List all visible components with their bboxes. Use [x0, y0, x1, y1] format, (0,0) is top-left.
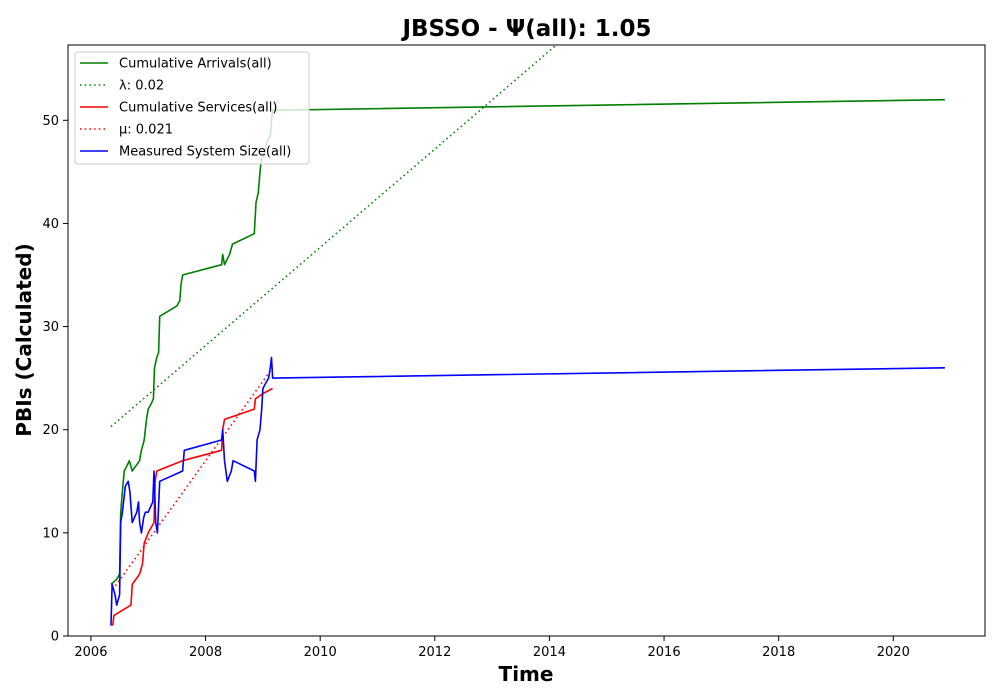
y-tick-label: 0 — [51, 630, 59, 645]
legend-label-2: λ: 0.02 — [119, 79, 164, 94]
x-tick-label: 2016 — [648, 645, 681, 660]
axes-frame — [67, 44, 986, 637]
legend-label-5: Measured System Size(all) — [119, 145, 291, 160]
chart-title: JBSSO - Ψ(all): 1.05 — [400, 16, 651, 42]
y-tick-label: 30 — [42, 320, 59, 335]
y-tick-label: 10 — [42, 526, 59, 541]
x-tick-label: 2012 — [418, 645, 451, 660]
legend: Cumulative Arrivals(all) λ: 0.02 Cumulativ… — [74, 51, 310, 165]
x-axis: 2006 2008 2010 2012 2014 2016 2018 2020 — [74, 636, 910, 660]
y-axis-label: PBIs (Calculated) — [12, 243, 36, 436]
legend-label-4: μ: 0.021 — [119, 123, 173, 138]
x-tick-label: 2010 — [304, 645, 337, 660]
legend-label-1: Cumulative Arrivals(all) — [119, 57, 272, 72]
plot-area: 2006 2008 2010 2012 2014 2016 2018 2020 0 10 20 30… — [42, 44, 986, 660]
y-tick-label: 40 — [42, 217, 59, 232]
series-line-4 — [112, 367, 274, 591]
x-tick-label: 2020 — [877, 645, 910, 660]
x-tick-label: 2008 — [189, 645, 222, 660]
x-axis-label: Time — [499, 662, 554, 686]
x-tick-label: 2014 — [533, 645, 566, 660]
legend-label-3: Cumulative Services(all) — [119, 101, 277, 116]
y-tick-label: 20 — [42, 423, 59, 438]
series-line-5 — [110, 356, 945, 626]
x-tick-label: 2006 — [74, 645, 107, 660]
y-axis: 0 10 20 30 40 50 — [42, 114, 68, 645]
x-tick-label: 2018 — [762, 645, 795, 660]
y-tick-label: 50 — [42, 114, 59, 129]
legend-box — [74, 51, 310, 165]
